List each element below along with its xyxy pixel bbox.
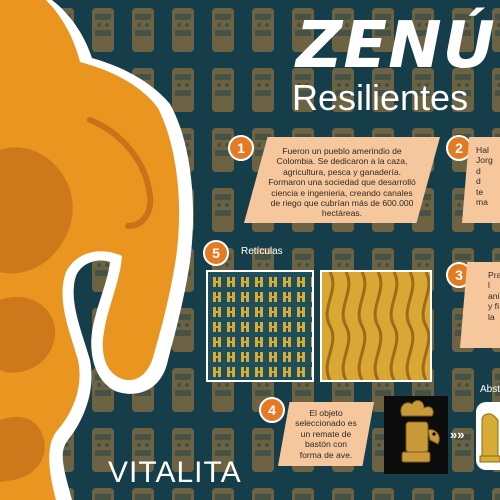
grid-pattern-motifs (208, 272, 312, 380)
footer-title: VITALITA (108, 456, 242, 489)
abstraction-artifact-image (479, 413, 500, 463)
step-1-card: Fueron un pueblo amerindio de Colombia. … (244, 137, 440, 223)
step-3-card: Pra l anim y fi la (460, 262, 500, 348)
gold-bird-artifact-image (400, 400, 440, 463)
grid-pattern-panel (206, 270, 314, 382)
arrow-symbol: »» (450, 427, 465, 442)
poster-title: ZENÚ (296, 9, 496, 83)
gold-bird-artifact-photo (384, 396, 448, 474)
step-4-badge: 4 (259, 397, 285, 423)
abstraccion-label: Abst (480, 384, 500, 395)
wave-pattern-motifs (325, 272, 430, 380)
poster-subtitle: Resilientes (292, 77, 469, 118)
zenu-figure-illustration (0, 0, 194, 500)
step-5-badge: 5 (203, 240, 229, 266)
step-1-badge: 1 (228, 135, 254, 161)
abstraction-card (476, 402, 500, 470)
reticulas-label: Retículas (241, 246, 283, 257)
wave-pattern-panel (320, 270, 432, 382)
step-4-card: El objeto seleccionado es un remate de b… (278, 402, 374, 466)
step-2-card: Hal Jorg d d te ma (462, 137, 500, 223)
